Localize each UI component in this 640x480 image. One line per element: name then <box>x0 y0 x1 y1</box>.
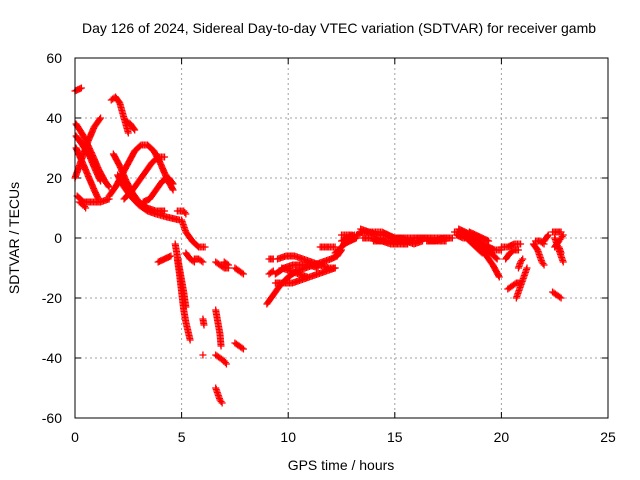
data-point <box>544 231 552 239</box>
chart-title: Day 126 of 2024, Sidereal Day-to-day VTE… <box>82 20 596 36</box>
y-tick-label: -60 <box>42 410 62 426</box>
data-point <box>314 264 322 272</box>
y-tick-label: -40 <box>42 350 62 366</box>
data-point <box>238 344 246 352</box>
data-point <box>238 269 246 277</box>
data-point <box>556 293 564 301</box>
data-point <box>239 270 247 278</box>
data-point <box>97 177 105 185</box>
y-tick-label: 60 <box>46 50 62 66</box>
data-point <box>217 398 225 405</box>
data-point <box>518 257 526 264</box>
data-point <box>130 125 138 133</box>
x-tick-label: 15 <box>387 429 403 445</box>
data-point <box>559 231 567 239</box>
data-point <box>199 351 207 359</box>
data-point <box>519 255 527 263</box>
data-point <box>523 264 531 272</box>
data-point <box>485 237 493 245</box>
data-point <box>181 209 189 216</box>
data-point <box>82 204 90 212</box>
data-point <box>96 115 104 123</box>
data-point <box>225 261 233 269</box>
data-point <box>478 249 486 257</box>
data-point <box>442 237 450 245</box>
data-point <box>495 272 503 280</box>
data-point <box>201 243 209 251</box>
data-point <box>197 257 205 265</box>
data-point <box>218 399 226 407</box>
plot-frame <box>74 57 609 419</box>
data-point <box>493 255 501 263</box>
data-point <box>448 234 456 242</box>
data-point <box>492 254 500 262</box>
y-axis-label: SDTVAR / TECUs <box>6 182 22 294</box>
data-point <box>77 84 85 92</box>
data-point <box>168 179 176 187</box>
y-tick-label: -20 <box>42 290 62 306</box>
x-tick-label: 20 <box>494 429 510 445</box>
data-point <box>104 182 112 190</box>
data-point <box>477 248 485 256</box>
data-point <box>239 345 247 353</box>
data-point <box>105 183 113 191</box>
x-tick-label: 5 <box>178 429 186 445</box>
data-point <box>540 261 548 269</box>
data-point <box>169 186 177 194</box>
data-point <box>182 303 190 311</box>
data-point <box>169 180 177 188</box>
y-tick-label: 20 <box>46 170 62 186</box>
x-tick-label: 25 <box>600 429 616 445</box>
x-axis-label: GPS time / hours <box>288 457 395 473</box>
data-point <box>168 185 176 193</box>
data-point <box>199 258 207 266</box>
data-point <box>495 273 503 281</box>
data-point <box>200 321 208 329</box>
data-point <box>217 342 225 350</box>
data-point <box>559 258 567 266</box>
data-point <box>268 268 276 276</box>
data-point <box>223 260 231 268</box>
data-point <box>221 359 229 366</box>
data-point <box>557 294 565 302</box>
y-tick-label: 40 <box>46 110 62 126</box>
data-point <box>222 360 230 368</box>
data-point <box>517 240 525 248</box>
data-point <box>124 129 132 137</box>
data-point <box>131 126 139 134</box>
data-point <box>514 246 522 254</box>
data-point <box>331 243 339 251</box>
data-point <box>186 336 194 344</box>
data-point <box>404 240 412 248</box>
data-point <box>182 210 190 218</box>
y-tick-label: 0 <box>54 230 62 246</box>
data-points <box>71 84 567 407</box>
data-point <box>161 153 169 161</box>
data-point <box>167 252 175 260</box>
data-point <box>97 114 105 122</box>
data-point <box>539 260 547 267</box>
data-point <box>81 203 89 210</box>
data-point <box>558 233 566 240</box>
x-tick-label: 10 <box>280 429 296 445</box>
data-point <box>331 264 339 272</box>
data-point <box>557 249 565 257</box>
x-tick-label: 0 <box>71 429 79 445</box>
data-point <box>303 273 311 281</box>
data-point <box>543 232 551 240</box>
